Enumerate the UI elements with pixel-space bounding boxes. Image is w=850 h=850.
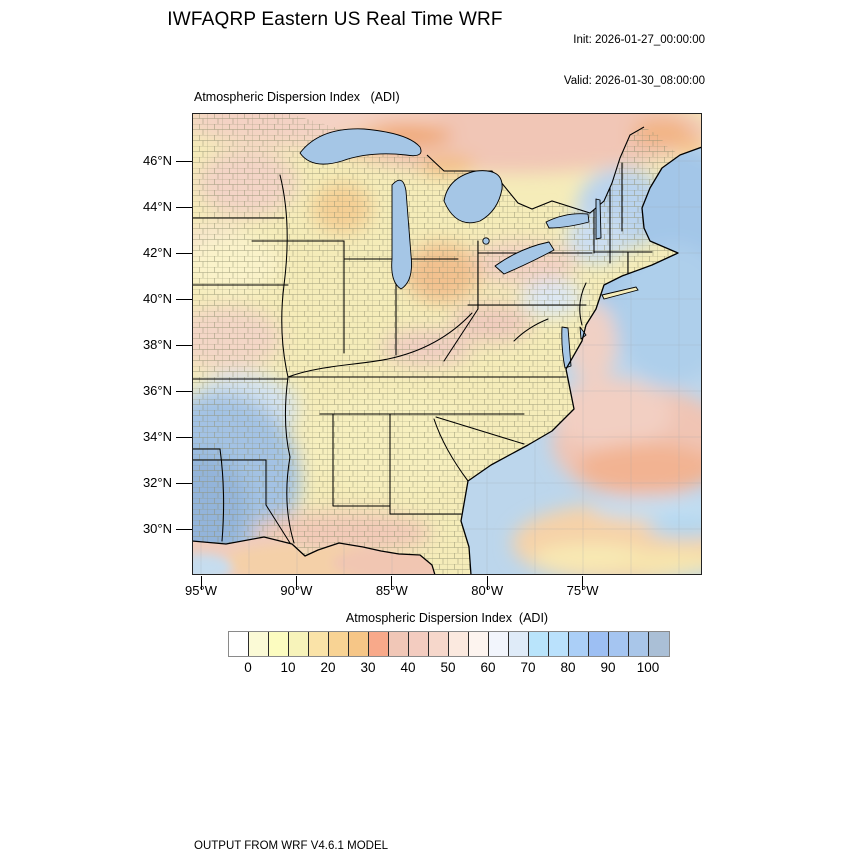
colorbar-tick-label: 90 [600, 660, 616, 675]
lat-tick-label: 42°N [142, 245, 172, 260]
colorbar-cell [369, 632, 389, 656]
colorbar-tick-label: 100 [636, 660, 660, 675]
colorbar-cell [329, 632, 349, 656]
colorbar-cell [429, 632, 449, 656]
plot-title: Atmospheric Dispersion Index (ADI) [194, 90, 400, 104]
lon-tick-mark [486, 576, 488, 590]
colorbar-cell [529, 632, 549, 656]
model-times: Init: 2026-01-27_00:00:00 Valid: 2026-01… [564, 7, 705, 115]
map-art [192, 113, 702, 575]
lat-tick-mark [176, 390, 192, 392]
lon-tick-mark [200, 576, 202, 590]
colorbar-cell [509, 632, 529, 656]
footer: OUTPUT FROM WRF V4.6.1 MODEL WE = 310 ; … [194, 811, 646, 850]
lat-tick-mark [176, 528, 192, 530]
colorbar-cell [229, 632, 249, 656]
lat-tick-label: 44°N [142, 199, 172, 214]
lon-tick-mark [582, 576, 584, 590]
lat-tick-mark [176, 344, 192, 346]
colorbar-tick-label: 40 [400, 660, 416, 675]
footer-line1: OUTPUT FROM WRF V4.6.1 MODEL [194, 840, 389, 850]
lat-tick-mark [176, 160, 192, 162]
colorbar-cell [469, 632, 489, 656]
lat-tick-mark [176, 482, 192, 484]
lon-tick-label: 75°W [566, 583, 599, 598]
lat-tick-label: 32°N [142, 475, 172, 490]
lat-tick-mark [176, 298, 192, 300]
lat-tick-label: 46°N [142, 153, 172, 168]
colorbar-cell [629, 632, 649, 656]
init-time: Init: 2026-01-27_00:00:00 [573, 34, 705, 46]
colorbar-cell [449, 632, 469, 656]
colorbar-tick-label: 80 [560, 660, 576, 675]
lat-tick-label: 36°N [142, 383, 172, 398]
colorbar-cell [309, 632, 329, 656]
map-panel [192, 113, 702, 575]
lon-tick-label: 95°W [185, 583, 217, 598]
colorbar-tick-label: 30 [360, 660, 376, 675]
lat-tick-label: 34°N [142, 429, 172, 444]
lon-tick-label: 90°W [280, 583, 313, 598]
colorbar-cell [289, 632, 309, 656]
colorbar-cell [349, 632, 369, 656]
colorbar-cell [569, 632, 589, 656]
colorbar-cell [589, 632, 609, 656]
colorbar-cell [609, 632, 629, 656]
colorbar-cell [409, 632, 429, 656]
lat-tick-label: 38°N [142, 337, 172, 352]
lat-tick-label: 40°N [142, 291, 172, 306]
lon-tick-mark [391, 576, 393, 590]
colorbar-tick-label: 60 [480, 660, 496, 675]
colorbar-cell [269, 632, 289, 656]
colorbar-tick-label: 0 [244, 660, 252, 675]
colorbar-tick-label: 50 [440, 660, 456, 675]
colorbar-cell [249, 632, 269, 656]
colorbar-tick-label: 70 [520, 660, 536, 675]
lon-tick-label: 85°W [375, 583, 408, 598]
colorbar-cell [389, 632, 409, 656]
colorbar-cell [549, 632, 569, 656]
colorbar-tick-label: 20 [320, 660, 336, 675]
valid-time: Valid: 2026-01-30_08:00:00 [563, 74, 705, 87]
lon-tick-mark [295, 576, 297, 590]
lon-tick-label: 80°W [471, 583, 504, 598]
lat-tick-label: 30°N [142, 521, 172, 536]
colorbar-cell [649, 632, 669, 656]
lat-tick-mark [176, 252, 192, 254]
colorbar-cell [489, 632, 509, 656]
colorbar [228, 631, 670, 657]
colorbar-tick-label: 10 [280, 660, 296, 675]
colorbar-label: Atmospheric Dispersion Index (ADI) [345, 611, 549, 625]
lat-tick-mark [176, 206, 192, 208]
lat-tick-mark [176, 436, 192, 438]
page-title: IWFAQRP Eastern US Real Time WRF [167, 9, 503, 30]
